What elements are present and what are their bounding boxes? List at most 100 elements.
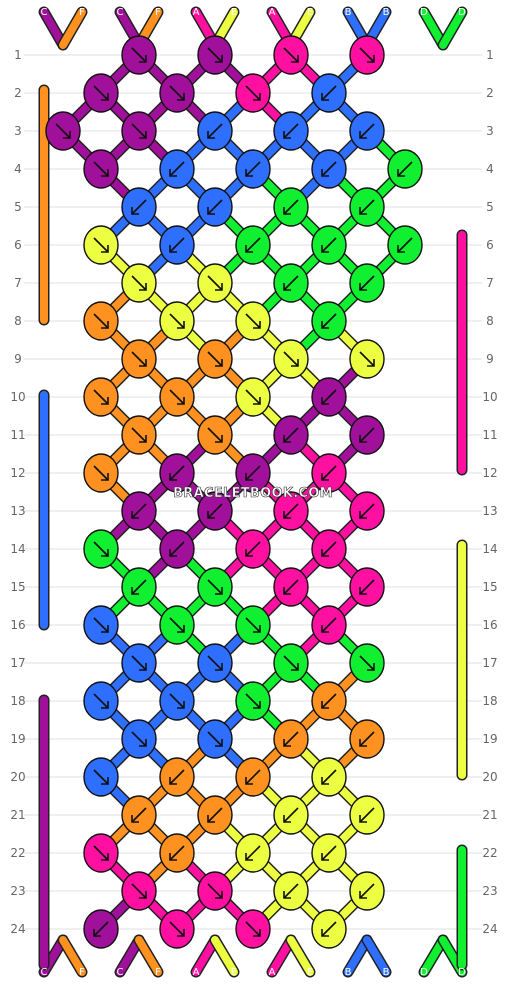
arrow-down-right-icon <box>93 85 109 101</box>
arrow-down-left-icon <box>131 807 147 823</box>
arrow-down-left-icon <box>397 237 413 253</box>
strand-segment <box>287 936 314 976</box>
row-number-right: 2 <box>486 86 494 100</box>
knot <box>197 567 233 607</box>
arrow-down-right-icon <box>207 47 223 63</box>
strand-label-bottom: C <box>41 967 48 978</box>
row-number-right: 1 <box>486 48 494 62</box>
knot <box>311 909 347 949</box>
row-number-left: 11 <box>10 428 25 442</box>
arrow-down-right-icon <box>131 731 147 747</box>
knot <box>235 377 271 417</box>
knot <box>121 187 157 227</box>
arrow-down-left-icon <box>169 161 185 177</box>
knot <box>273 263 309 303</box>
knot <box>349 187 385 227</box>
strand-label-top: C <box>41 7 48 18</box>
row-number-left: 14 <box>10 542 25 556</box>
arrow-down-right-icon <box>207 731 223 747</box>
row-number-right: 5 <box>486 200 494 214</box>
row-number-left: 24 <box>10 922 25 936</box>
arrow-down-left-icon <box>207 503 223 519</box>
row-number-left: 15 <box>10 580 25 594</box>
arrow-down-left-icon <box>321 85 337 101</box>
arrow-down-left-icon <box>321 845 337 861</box>
arrow-down-left-icon <box>321 769 337 785</box>
row-number-left: 10 <box>10 390 25 404</box>
row-number-left: 17 <box>10 656 25 670</box>
row-number-right: 10 <box>482 390 497 404</box>
row-number-left: 8 <box>14 314 22 328</box>
strand-segment <box>59 936 86 976</box>
row-number-left: 9 <box>14 352 22 366</box>
arrow-down-left-icon <box>359 731 375 747</box>
arrow-down-right-icon <box>93 161 109 177</box>
strand-segment <box>439 8 466 49</box>
arrow-down-left-icon <box>283 579 299 595</box>
arrow-down-left-icon <box>283 275 299 291</box>
arrow-down-left-icon <box>283 883 299 899</box>
row-number-right: 6 <box>486 238 494 252</box>
row-number-left: 22 <box>10 846 25 860</box>
arrow-down-left-icon <box>245 845 261 861</box>
knot <box>159 225 195 265</box>
knot <box>311 529 347 569</box>
arrow-down-left-icon <box>321 161 337 177</box>
strand-label-top: C <box>117 7 124 18</box>
knot <box>349 643 385 683</box>
row-number-left: 1 <box>14 48 22 62</box>
arrow-down-right-icon <box>207 655 223 671</box>
strand-label-top: B <box>383 7 390 18</box>
arrow-down-left-icon <box>245 769 261 785</box>
arrow-down-left-icon <box>169 541 185 557</box>
row-number-right: 3 <box>486 124 494 138</box>
knot <box>235 225 271 265</box>
knot <box>235 453 271 493</box>
arrow-down-right-icon <box>283 351 299 367</box>
arrow-down-right-icon <box>245 617 261 633</box>
arrow-down-left-icon <box>207 123 223 139</box>
arrow-down-right-icon <box>93 845 109 861</box>
arrow-down-left-icon <box>359 275 375 291</box>
knot <box>349 111 385 151</box>
knot <box>387 225 423 265</box>
arrow-down-right-icon <box>245 693 261 709</box>
row-number-left: 13 <box>10 504 25 518</box>
arrow-down-left-icon <box>359 883 375 899</box>
arrow-down-left-icon <box>245 465 261 481</box>
knot <box>83 605 119 645</box>
arrow-down-left-icon <box>359 427 375 443</box>
strand-label-top: B <box>345 7 352 18</box>
strand-label-bottom: D <box>420 967 428 978</box>
arrow-down-right-icon <box>207 579 223 595</box>
arrow-down-left-icon <box>359 123 375 139</box>
knot <box>349 795 385 835</box>
arrow-down-right-icon <box>169 921 185 937</box>
arrow-down-right-icon <box>93 693 109 709</box>
row-number-left: 5 <box>14 200 22 214</box>
strand-label-bottom: E <box>307 967 313 978</box>
arrow-down-right-icon <box>131 47 147 63</box>
row-number-right: 19 <box>482 732 497 746</box>
knot <box>197 871 233 911</box>
knot <box>311 149 347 189</box>
knot <box>159 605 195 645</box>
arrow-down-right-icon <box>207 883 223 899</box>
knot <box>121 719 157 759</box>
knot <box>159 909 195 949</box>
row-number-right: 22 <box>482 846 497 860</box>
knot <box>273 567 309 607</box>
arrow-down-right-icon <box>207 275 223 291</box>
arrow-down-left-icon <box>321 921 337 937</box>
knot <box>311 225 347 265</box>
row-number-right: 21 <box>482 808 497 822</box>
strand-label-top: A <box>269 7 276 18</box>
knot <box>235 909 271 949</box>
arrow-down-right-icon <box>169 693 185 709</box>
row-number-left: 16 <box>10 618 25 632</box>
knot <box>311 757 347 797</box>
knot <box>197 263 233 303</box>
knot <box>349 415 385 455</box>
knot <box>311 453 347 493</box>
row-number-left: 4 <box>14 162 22 176</box>
